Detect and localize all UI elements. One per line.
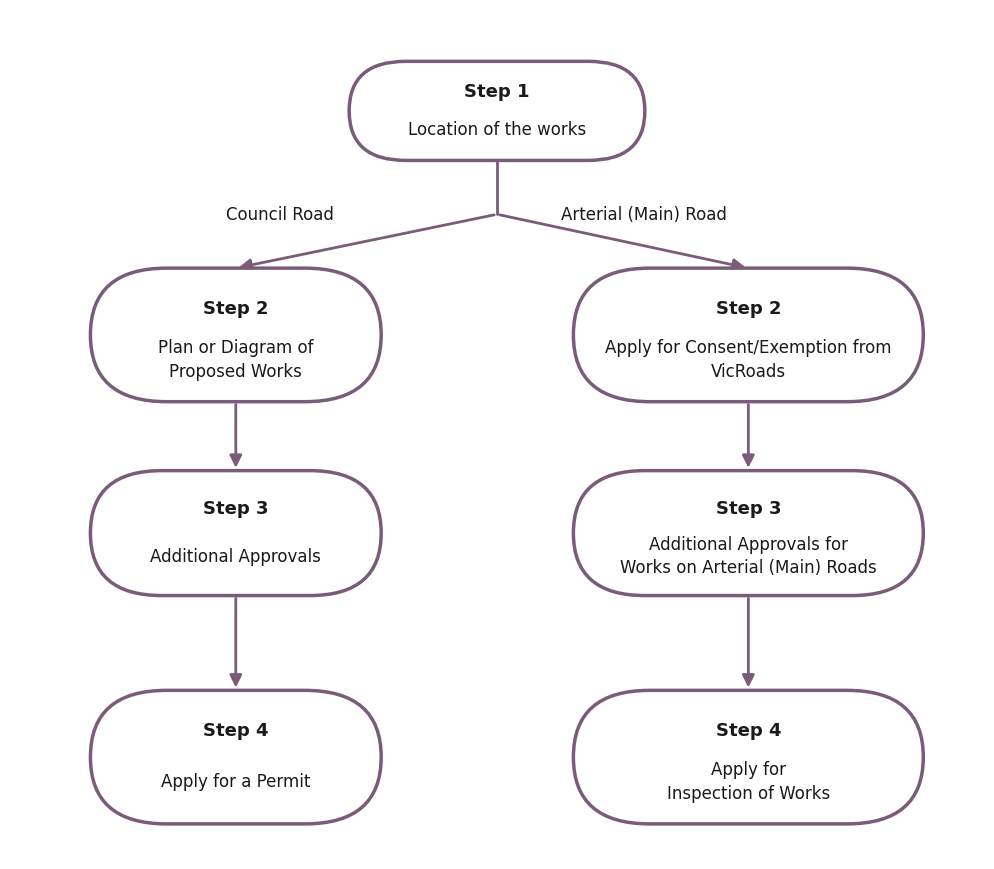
- Text: Apply for a Permit: Apply for a Permit: [161, 773, 310, 790]
- Text: Step 2: Step 2: [716, 300, 781, 318]
- Text: Step 3: Step 3: [716, 500, 781, 518]
- FancyBboxPatch shape: [90, 691, 381, 824]
- Text: Apply for Consent/Exemption from
VicRoads: Apply for Consent/Exemption from VicRoad…: [605, 339, 892, 381]
- FancyBboxPatch shape: [574, 471, 923, 596]
- FancyBboxPatch shape: [349, 63, 645, 162]
- FancyBboxPatch shape: [90, 471, 381, 596]
- Text: Arterial (Main) Road: Arterial (Main) Road: [561, 206, 727, 224]
- Text: Step 4: Step 4: [203, 721, 268, 740]
- FancyBboxPatch shape: [574, 691, 923, 824]
- Text: Step 1: Step 1: [464, 83, 530, 101]
- Text: Additional Approvals: Additional Approvals: [150, 547, 321, 565]
- FancyBboxPatch shape: [574, 269, 923, 402]
- Text: Council Road: Council Road: [227, 206, 334, 224]
- Text: Additional Approvals for
Works on Arterial (Main) Roads: Additional Approvals for Works on Arteri…: [620, 535, 877, 577]
- Text: Step 2: Step 2: [203, 300, 268, 318]
- Text: Location of the works: Location of the works: [408, 121, 586, 138]
- Text: Apply for
Inspection of Works: Apply for Inspection of Works: [667, 760, 830, 802]
- Text: Step 4: Step 4: [716, 721, 781, 740]
- Text: Step 3: Step 3: [203, 500, 268, 518]
- FancyBboxPatch shape: [90, 269, 381, 402]
- Text: Plan or Diagram of
Proposed Works: Plan or Diagram of Proposed Works: [158, 339, 313, 381]
